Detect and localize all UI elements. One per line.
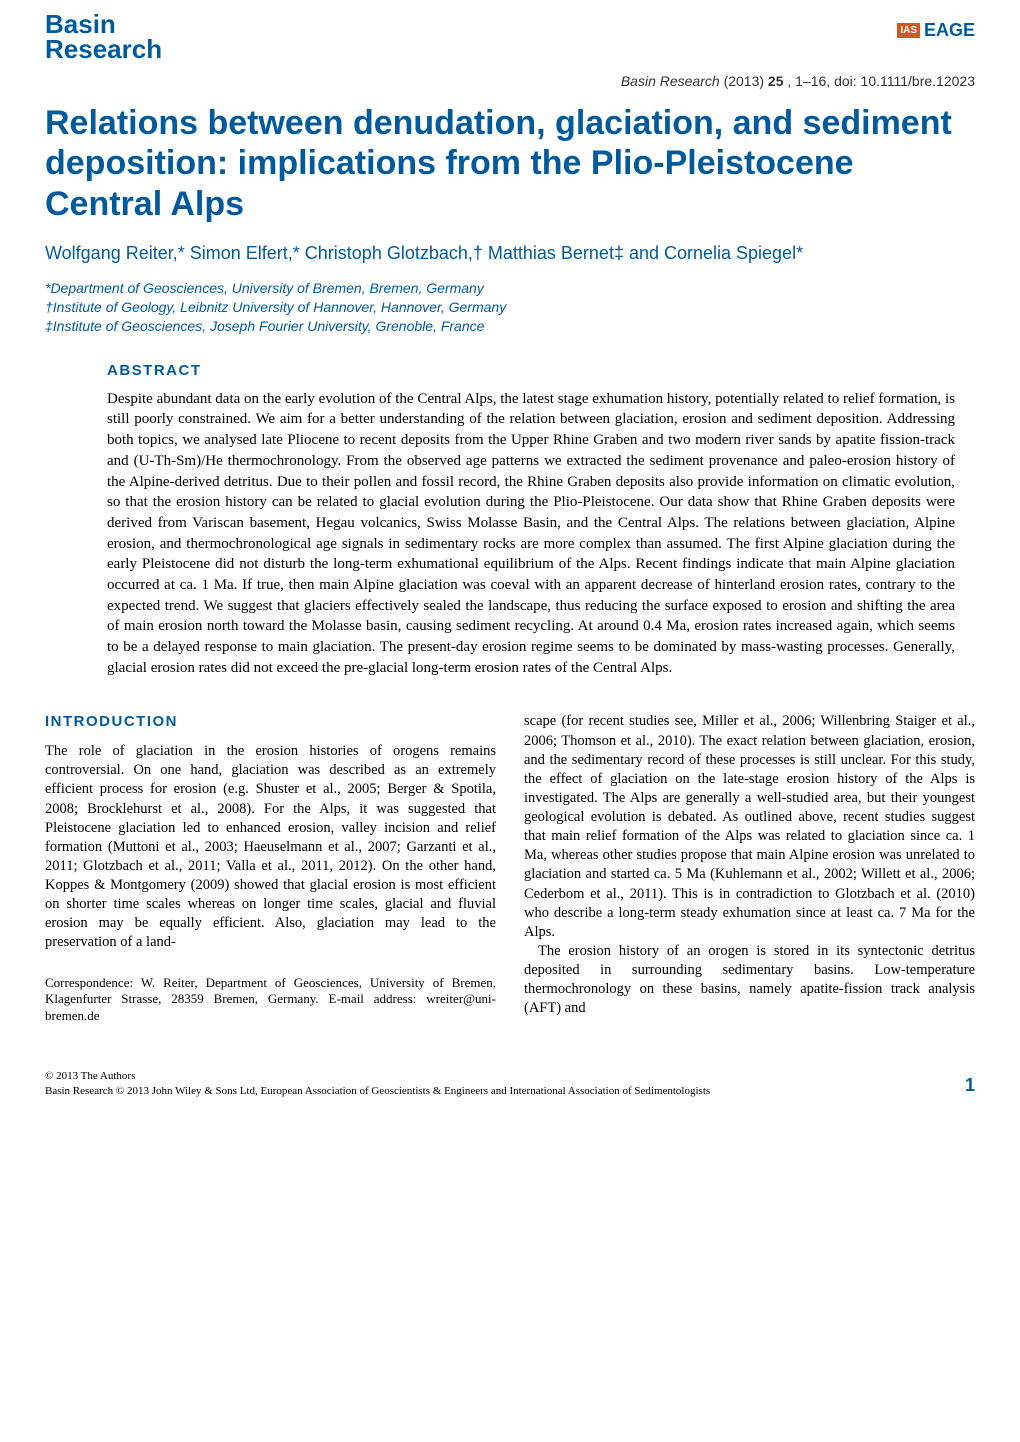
logo-line-1: Basin	[45, 12, 162, 37]
journal-logo: Basin Research	[45, 12, 162, 61]
page-footer: © 2013 The Authors Basin Research © 2013…	[0, 1055, 1020, 1118]
intro-paragraph-right-2: The erosion history of an orogen is stor…	[524, 942, 975, 1019]
partner-logos: IAS EAGE	[897, 12, 975, 41]
body-columns: INTRODUCTION The role of glaciation in t…	[45, 712, 975, 1025]
logo-line-2: Research	[45, 37, 162, 62]
left-column: INTRODUCTION The role of glaciation in t…	[45, 712, 496, 1025]
intro-paragraph-right-1: scape (for recent studies see, Miller et…	[524, 712, 975, 942]
abstract-text: Despite abundant data on the early evolu…	[107, 389, 955, 679]
footer-copyright: © 2013 The Authors Basin Research © 2013…	[45, 1069, 945, 1098]
abstract-heading: ABSTRACT	[107, 362, 955, 379]
affiliation-1: *Department of Geosciences, University o…	[45, 279, 975, 298]
copyright-line-1: © 2013 The Authors	[45, 1069, 945, 1083]
citation-year: (2013)	[724, 73, 764, 89]
eage-logo: EAGE	[924, 20, 975, 41]
citation-line: Basin Research (2013) 25 , 1–16, doi: 10…	[0, 69, 1020, 103]
copyright-line-2: Basin Research © 2013 John Wiley & Sons …	[45, 1084, 945, 1098]
citation-journal: Basin Research	[621, 73, 720, 89]
affiliation-3: ‡Institute of Geosciences, Joseph Fourie…	[45, 317, 975, 336]
intro-paragraph-left: The role of glaciation in the erosion hi…	[45, 742, 496, 952]
affiliations: *Department of Geosciences, University o…	[45, 279, 975, 336]
header-bar: Basin Research IAS EAGE	[0, 0, 1020, 69]
author-list: Wolfgang Reiter,* Simon Elfert,* Christo…	[45, 242, 975, 265]
intro-heading: INTRODUCTION	[45, 712, 496, 732]
right-column: scape (for recent studies see, Miller et…	[524, 712, 975, 1025]
citation-pages-doi: , 1–16, doi: 10.1111/bre.12023	[787, 73, 975, 89]
article-title: Relations between denudation, glaciation…	[45, 103, 975, 223]
ias-badge: IAS	[897, 23, 920, 38]
affiliation-2: †Institute of Geology, Leibnitz Universi…	[45, 298, 975, 317]
citation-volume: 25	[768, 73, 784, 89]
abstract-section: ABSTRACT Despite abundant data on the ea…	[45, 362, 975, 679]
main-content: Relations between denudation, glaciation…	[0, 103, 1020, 1055]
correspondence-block: Correspondence: W. Reiter, Department of…	[45, 975, 496, 1026]
page-number: 1	[945, 1074, 975, 1097]
